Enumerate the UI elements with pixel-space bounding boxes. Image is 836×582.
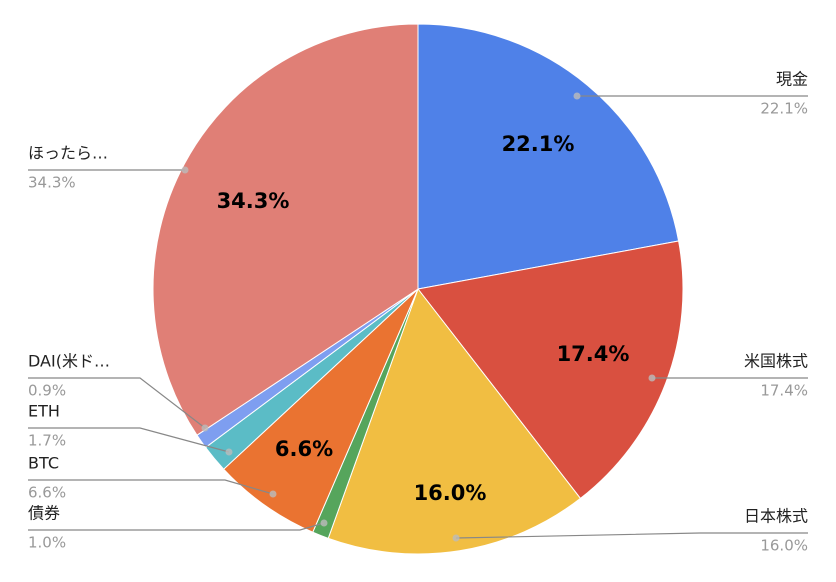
legend-label: ETH bbox=[28, 402, 60, 421]
outside-value-label: 22.1% bbox=[760, 100, 808, 118]
leader-line bbox=[28, 479, 274, 495]
leader-dot bbox=[201, 424, 209, 432]
leader-line bbox=[28, 377, 206, 429]
leader-dot bbox=[181, 166, 189, 174]
outside-value-label: 16.0% bbox=[760, 537, 808, 555]
leader-line bbox=[28, 427, 230, 453]
leader-dot bbox=[452, 534, 460, 542]
leader-dot bbox=[225, 448, 233, 456]
pie-slice bbox=[327, 287, 582, 555]
data-label: 16.0% bbox=[414, 481, 487, 505]
legend-label: ほったら… bbox=[28, 144, 108, 163]
outside-value-label: 34.3% bbox=[28, 174, 76, 192]
outside-value-label: 1.7% bbox=[28, 432, 66, 450]
pie-slice bbox=[222, 288, 419, 533]
leader-dot bbox=[573, 92, 581, 100]
leader-line bbox=[455, 532, 808, 539]
pie-slice bbox=[152, 23, 419, 436]
legend-label: 日本株式 bbox=[744, 507, 808, 526]
pie-slice bbox=[417, 23, 680, 290]
leader-dot bbox=[269, 490, 277, 498]
leader-dot bbox=[648, 374, 656, 382]
legend-label: BTC bbox=[28, 454, 59, 473]
outside-value-label: 17.4% bbox=[760, 382, 808, 400]
data-label: 34.3% bbox=[217, 189, 290, 213]
legend-label: 米国株式 bbox=[744, 352, 808, 371]
leader-dot bbox=[320, 519, 328, 527]
data-label: 6.6% bbox=[275, 437, 333, 461]
leader-line bbox=[28, 522, 325, 531]
outside-value-label: 1.0% bbox=[28, 534, 66, 552]
legend-label: 現金 bbox=[776, 70, 808, 89]
data-label: 17.4% bbox=[557, 342, 630, 366]
pie-slice bbox=[417, 240, 684, 500]
data-label: 22.1% bbox=[502, 132, 575, 156]
legend-label: 債券 bbox=[28, 504, 60, 523]
outside-value-label: 6.6% bbox=[28, 484, 66, 502]
outside-value-label: 0.9% bbox=[28, 382, 66, 400]
legend-label: DAI(米ド… bbox=[28, 352, 110, 371]
